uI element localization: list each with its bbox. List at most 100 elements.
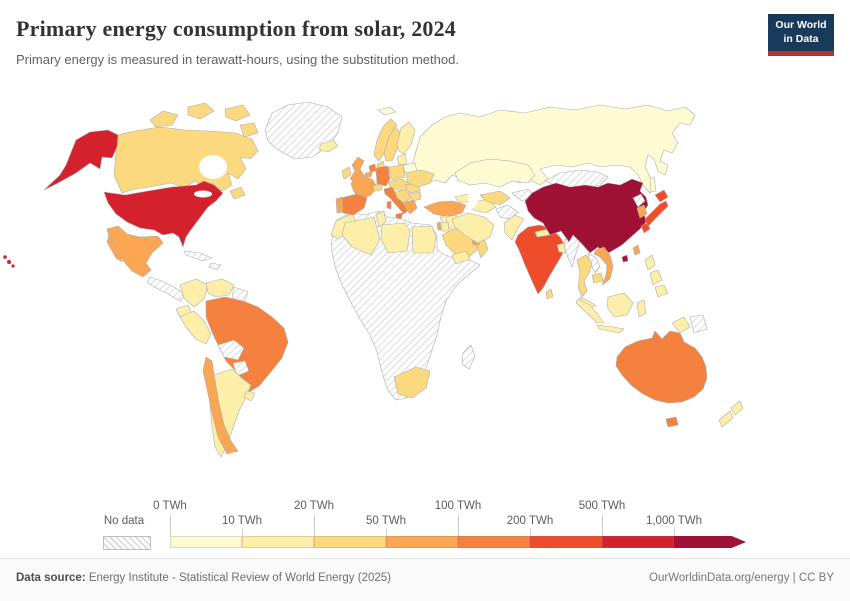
nz-south-island[interactable]	[718, 410, 734, 428]
state-alaska[interactable]	[43, 129, 119, 191]
island-visayas[interactable]	[649, 269, 663, 286]
legend-bin-100-200[interactable]	[458, 536, 530, 548]
country-australia[interactable]	[615, 330, 708, 404]
country-iran[interactable]	[451, 212, 495, 244]
canada-arctic-island[interactable]	[239, 122, 259, 138]
country-cambodia[interactable]	[591, 272, 604, 284]
nz-north-island[interactable]	[730, 400, 744, 416]
island-sulawesi[interactable]	[636, 299, 647, 318]
country-venezuela[interactable]	[205, 278, 235, 298]
island-tasmania[interactable]	[665, 416, 679, 428]
country-taiwan[interactable]	[632, 244, 641, 256]
country-papua-new-guinea[interactable]	[689, 314, 708, 334]
state-hawaii[interactable]	[11, 264, 15, 268]
country-yemen[interactable]	[451, 250, 471, 265]
country-iceland[interactable]	[318, 139, 339, 153]
country-chile[interactable]	[202, 356, 239, 455]
country-israel[interactable]	[436, 221, 442, 231]
region-central-america[interactable]	[146, 276, 187, 302]
country-bulgaria[interactable]	[408, 191, 422, 202]
island-hainan[interactable]	[621, 254, 629, 263]
country-south-korea[interactable]	[636, 204, 648, 219]
country-ukraine[interactable]	[405, 169, 435, 188]
country-greece[interactable]	[404, 199, 418, 215]
state-hawaii[interactable]	[7, 260, 11, 264]
country-sri-lanka[interactable]	[545, 288, 554, 300]
country-kazakhstan[interactable]	[454, 158, 536, 188]
island-java[interactable]	[596, 324, 625, 334]
country-ireland[interactable]	[341, 166, 352, 180]
owid-logo[interactable]: Our World in Data	[768, 14, 834, 56]
region-balkans[interactable]	[394, 189, 412, 204]
page-title: Primary energy consumption from solar, 2…	[16, 16, 457, 41]
island-honshu[interactable]	[644, 200, 669, 228]
country-turkey[interactable]	[423, 200, 467, 218]
island-hispaniola[interactable]	[208, 262, 222, 271]
legend-bin-50-100[interactable]	[386, 536, 458, 548]
country-portugal[interactable]	[335, 196, 344, 214]
island-svalbard[interactable]	[377, 106, 397, 116]
country-germany[interactable]	[375, 165, 391, 187]
country-france[interactable]	[350, 175, 378, 200]
legend-bin-10-20[interactable]	[242, 536, 314, 548]
country-switzerland[interactable]	[372, 183, 383, 192]
country-north-korea[interactable]	[632, 193, 646, 208]
continent-africa-nodata[interactable]	[330, 210, 481, 401]
country-tunisia[interactable]	[375, 210, 387, 228]
legend-bin-1000-plus[interactable]	[674, 536, 746, 548]
country-finland[interactable]	[396, 121, 416, 155]
country-uruguay[interactable]	[243, 390, 256, 402]
legend-tick	[386, 529, 387, 536]
country-pakistan[interactable]	[503, 214, 525, 241]
legend-bin-20-50[interactable]	[314, 536, 386, 548]
country-poland[interactable]	[388, 164, 406, 181]
state-hawaii[interactable]	[3, 255, 7, 259]
country-paraguay[interactable]	[232, 360, 250, 377]
no-data-swatch[interactable]	[103, 536, 151, 550]
country-colombia[interactable]	[179, 278, 209, 308]
canada-arctic-island[interactable]	[187, 102, 215, 120]
country-south-africa[interactable]	[393, 366, 431, 399]
country-belgium[interactable]	[364, 171, 373, 178]
country-norway[interactable]	[373, 118, 398, 162]
baja-california[interactable]	[106, 234, 123, 263]
country-brazil[interactable]	[205, 296, 289, 393]
legend-bin-200-500[interactable]	[530, 536, 602, 548]
canada-arctic-island[interactable]	[224, 104, 251, 122]
country-bolivia[interactable]	[217, 339, 245, 361]
island-sardinia[interactable]	[386, 200, 392, 210]
canada-arctic-island[interactable]	[149, 110, 179, 128]
island-mindanao[interactable]	[654, 284, 669, 298]
country-china[interactable]	[524, 178, 649, 256]
region-baltics[interactable]	[396, 153, 408, 166]
country-jordan[interactable]	[440, 221, 450, 232]
island-borneo[interactable]	[606, 292, 634, 318]
island-luzon[interactable]	[644, 254, 656, 271]
country-peru[interactable]	[179, 310, 212, 345]
owid-link[interactable]: OurWorldinData.org/energy	[649, 572, 790, 584]
island-hokkaido[interactable]	[654, 189, 669, 203]
country-libya[interactable]	[380, 222, 411, 254]
country-thailand[interactable]	[576, 254, 593, 298]
country-bangladesh[interactable]	[556, 242, 567, 254]
legend-bin-500-1000[interactable]	[602, 536, 674, 548]
island-west-papua[interactable]	[671, 316, 691, 334]
island-newfoundland[interactable]	[229, 186, 246, 200]
country-italy[interactable]	[383, 186, 410, 215]
country-algeria[interactable]	[341, 216, 381, 256]
island-sicily[interactable]	[395, 212, 404, 220]
country-uzbekistan[interactable]	[479, 190, 511, 206]
country-usa[interactable]	[103, 180, 224, 248]
island-sumatra[interactable]	[575, 298, 605, 324]
country-egypt[interactable]	[411, 225, 437, 254]
island-kyushu[interactable]	[640, 222, 651, 234]
country-mexico[interactable]	[106, 225, 164, 278]
country-netherlands[interactable]	[368, 163, 377, 173]
country-vietnam[interactable]	[593, 246, 614, 286]
country-canada[interactable]	[113, 126, 259, 194]
license-link[interactable]: CC BY	[798, 572, 834, 584]
island-sakhalin[interactable]	[649, 176, 657, 193]
island-cuba[interactable]	[183, 250, 213, 262]
country-madagascar[interactable]	[461, 344, 476, 370]
legend-bin-0-10[interactable]	[170, 536, 242, 548]
